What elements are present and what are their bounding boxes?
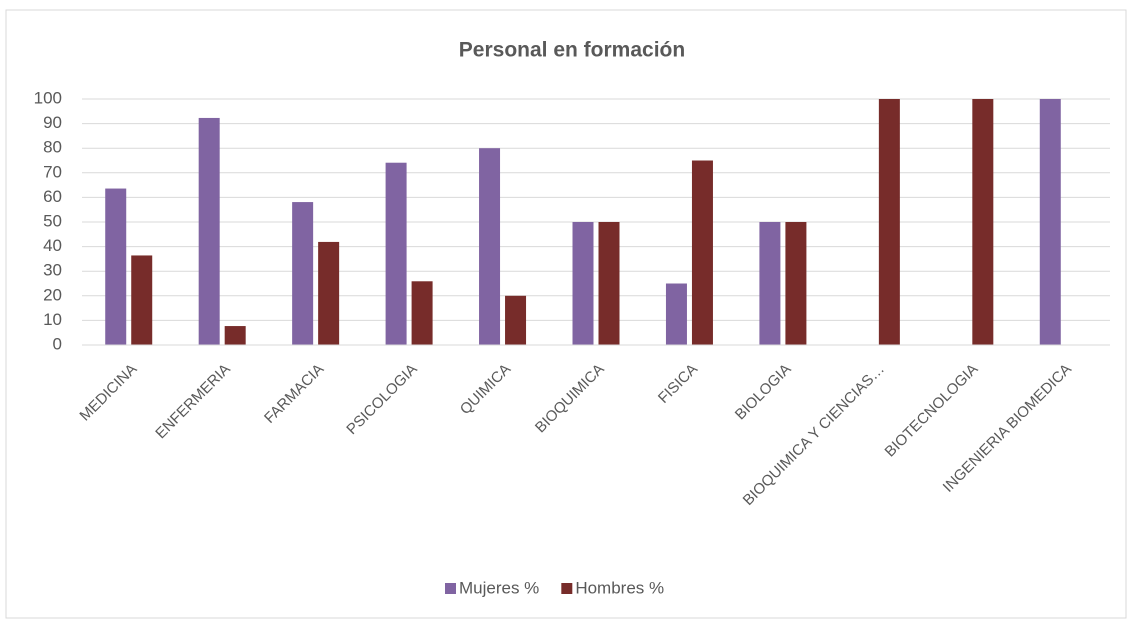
y-tick-label: 70 [43, 162, 62, 181]
bar [878, 99, 900, 345]
legend-swatch [561, 583, 573, 594]
y-tick-label: 30 [43, 261, 62, 280]
chart-border [5, 9, 1127, 619]
bar [759, 222, 781, 345]
y-tick-label: 80 [43, 138, 62, 157]
y-tick-label: 10 [43, 310, 62, 329]
bar [665, 283, 687, 345]
bar [691, 160, 713, 345]
y-tick-label: 40 [43, 236, 62, 255]
y-tick-label: 20 [43, 285, 62, 304]
bar [292, 202, 314, 345]
bar [411, 281, 433, 345]
y-tick-label: 0 [53, 334, 62, 353]
bar [479, 148, 501, 345]
chart-title: Personal en formación [459, 39, 685, 62]
bar [505, 295, 527, 345]
y-tick-label: 50 [43, 211, 62, 230]
y-tick-label: 90 [43, 113, 62, 132]
bar [598, 222, 620, 345]
legend-label: Mujeres % [459, 578, 539, 597]
legend-swatch [445, 583, 456, 594]
bar [198, 117, 220, 345]
y-tick-label: 60 [43, 187, 62, 206]
bar [105, 188, 127, 345]
bar [385, 162, 407, 345]
legend-label: Hombres % [575, 578, 664, 597]
bar [318, 241, 340, 345]
bar [1039, 99, 1061, 345]
y-tick-label: 100 [34, 88, 62, 107]
bar [572, 222, 594, 345]
bar [224, 326, 246, 345]
bar [131, 255, 153, 345]
bar [972, 99, 994, 345]
bar [785, 222, 807, 345]
